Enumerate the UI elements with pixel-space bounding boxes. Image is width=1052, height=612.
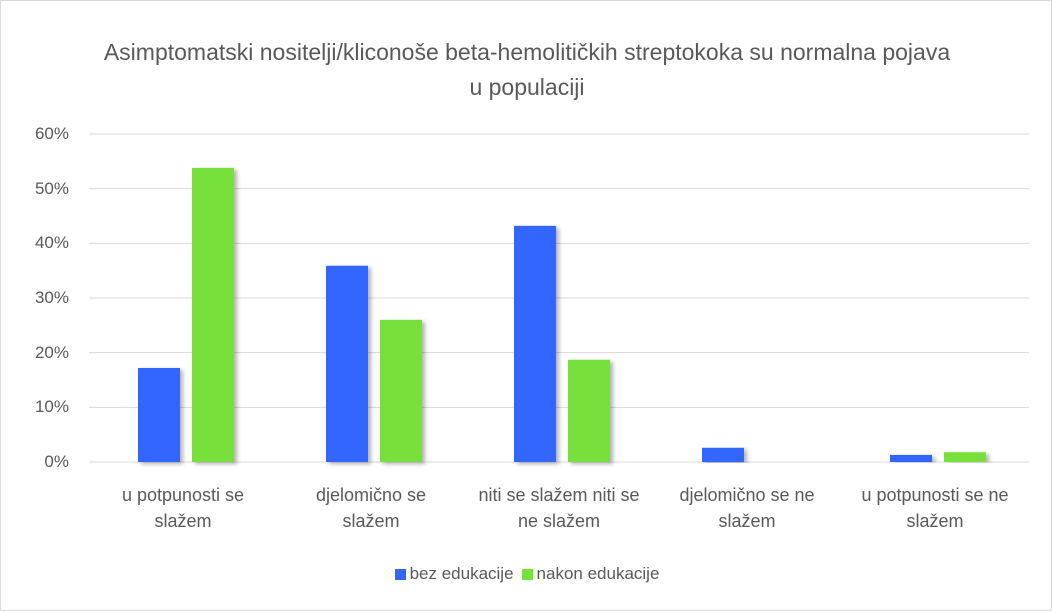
x-tick-label: djelomično se slažem	[315, 485, 427, 531]
y-tick-label: 60%	[34, 124, 69, 143]
bar	[890, 454, 932, 462]
bar	[944, 452, 986, 462]
legend-swatch	[521, 568, 533, 580]
x-tick-label: u potpunosti se ne slažem	[861, 485, 1009, 531]
y-tick-label: 50%	[34, 178, 69, 198]
x-tick-label: djelomično se ne slažem	[679, 485, 815, 531]
legend-item: nakon edukacije	[521, 564, 660, 584]
legend: bez edukacije nakon edukacije	[1, 564, 1052, 585]
bar	[380, 319, 422, 462]
legend-label: bez edukacije	[409, 564, 514, 583]
legend-swatch	[394, 568, 406, 580]
y-tick-label: 40%	[34, 233, 69, 253]
bar	[568, 359, 610, 462]
x-tick-label: niti se slažem niti se ne slažem	[478, 485, 640, 531]
bar	[514, 225, 556, 462]
y-tick-label: 0%	[44, 452, 69, 471]
bar	[702, 447, 744, 462]
chart-title: Asimptomatski nositelji/kliconoše beta-h…	[103, 39, 951, 100]
bar	[192, 167, 234, 463]
y-tick-label: 20%	[34, 342, 69, 362]
legend-label: nakon edukacije	[536, 564, 660, 583]
bar	[326, 265, 368, 462]
legend-item: bez edukacije	[394, 564, 514, 584]
y-tick-label: 10%	[34, 397, 69, 417]
y-tick-label: 30%	[34, 288, 69, 307]
x-tick-label: u potpunosti se slažem	[121, 485, 245, 531]
bar	[138, 367, 180, 462]
